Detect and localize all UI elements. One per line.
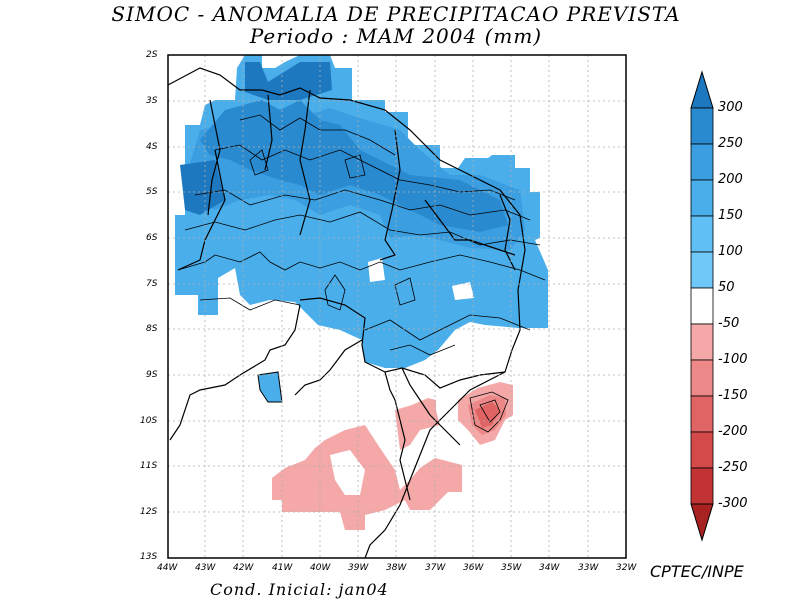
lat-label: 10S bbox=[140, 416, 158, 426]
colorbar-swatch bbox=[690, 395, 714, 433]
colorbar-top-arrow bbox=[690, 70, 714, 109]
negative-anomaly-region bbox=[272, 382, 513, 530]
lon-label: 33W bbox=[578, 563, 599, 573]
lat-label: 13S bbox=[140, 552, 158, 562]
colorbar-label: 150 bbox=[718, 208, 743, 223]
lat-label: 2S bbox=[146, 50, 158, 60]
colorbar-swatch bbox=[690, 287, 714, 325]
map-subtitle: Periodo : MAM 2004 (mm) bbox=[249, 24, 543, 48]
colorbar-label: 200 bbox=[718, 172, 743, 187]
colorbar-label: -200 bbox=[718, 424, 748, 439]
colorbar-label: -250 bbox=[718, 460, 748, 475]
lon-label: 38W bbox=[386, 563, 407, 573]
colorbar bbox=[690, 70, 714, 542]
lon-label: 41W bbox=[272, 563, 293, 573]
lon-label: 42W bbox=[233, 563, 254, 573]
lon-label: 43W bbox=[195, 563, 216, 573]
lat-label: 4S bbox=[146, 142, 158, 152]
colorbar-label: -300 bbox=[718, 496, 748, 511]
map-frame bbox=[167, 54, 627, 559]
lat-label: 3S bbox=[146, 96, 158, 106]
lat-label: 9S bbox=[146, 370, 158, 380]
colorbar-swatch bbox=[690, 179, 714, 217]
colorbar-label: -50 bbox=[718, 316, 740, 331]
colorbar-swatch bbox=[690, 215, 714, 253]
colorbar-label: 250 bbox=[718, 136, 743, 151]
colorbar-swatch bbox=[690, 251, 714, 289]
colorbar-swatch bbox=[690, 431, 714, 469]
lat-label: 8S bbox=[146, 324, 158, 334]
lon-label: 32W bbox=[616, 563, 637, 573]
colorbar-swatch bbox=[690, 143, 714, 181]
initial-condition-text: Cond. Inicial: jan04 bbox=[210, 580, 389, 599]
colorbar-swatch bbox=[690, 107, 714, 145]
colorbar-swatch bbox=[690, 323, 714, 361]
colorbar-label: 100 bbox=[718, 244, 743, 259]
lon-label: 36W bbox=[463, 563, 484, 573]
lon-label: 34W bbox=[539, 563, 560, 573]
lat-label: 12S bbox=[140, 507, 158, 517]
credit-text: CPTEC/INPE bbox=[650, 562, 744, 581]
colorbar-swatch bbox=[690, 467, 714, 505]
lon-label: 35W bbox=[501, 563, 522, 573]
colorbar-label: -100 bbox=[718, 352, 748, 367]
positive-anomaly-region bbox=[175, 55, 548, 403]
lat-label: 5S bbox=[146, 187, 158, 197]
lon-label: 44W bbox=[157, 563, 178, 573]
colorbar-label: -150 bbox=[718, 388, 748, 403]
lon-label: 40W bbox=[310, 563, 331, 573]
colorbar-swatch bbox=[690, 359, 714, 397]
lat-label: 11S bbox=[140, 461, 158, 471]
lon-label: 37W bbox=[425, 563, 446, 573]
colorbar-bottom-arrow bbox=[690, 503, 714, 542]
colorbar-label: 50 bbox=[718, 280, 735, 295]
lat-label: 7S bbox=[146, 279, 158, 289]
lat-lon-grid bbox=[168, 55, 626, 558]
lon-label: 39W bbox=[348, 563, 369, 573]
colorbar-label: 300 bbox=[718, 100, 743, 115]
lat-label: 6S bbox=[146, 233, 158, 243]
map-title: SIMOC - ANOMALIA DE PRECIPITACAO PREVIST… bbox=[111, 2, 681, 26]
